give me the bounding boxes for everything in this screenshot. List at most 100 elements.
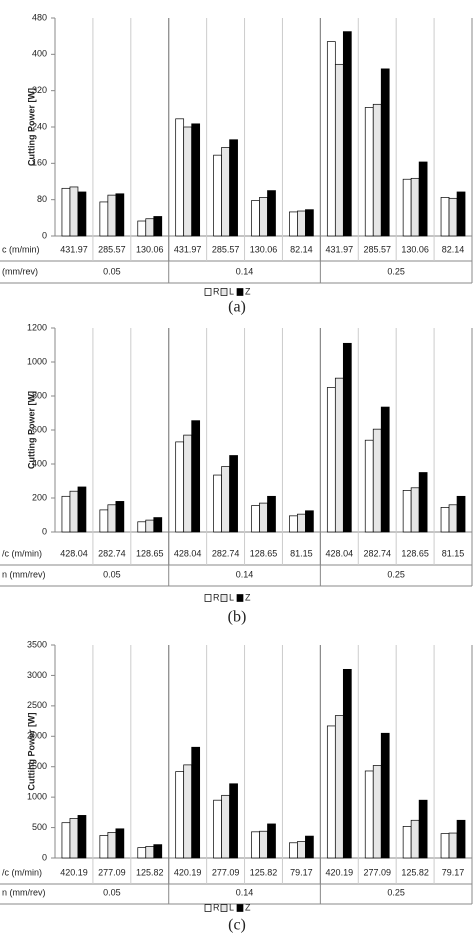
y-tick-label: 200	[32, 492, 47, 502]
y-tick-label: 0	[42, 852, 47, 862]
bar	[372, 428, 382, 533]
y-tick-label: 500	[32, 822, 47, 832]
bar	[191, 420, 201, 533]
bar	[448, 504, 458, 533]
x-tick-label: 428.04	[174, 548, 202, 558]
bar	[364, 107, 374, 237]
bar	[153, 517, 163, 533]
x-tick-label: 125.82	[136, 867, 164, 877]
bar	[153, 844, 163, 859]
x-tick-label: 82.14	[442, 244, 465, 254]
bar	[402, 178, 412, 237]
bar	[99, 509, 109, 533]
bar	[342, 668, 352, 859]
bar	[251, 200, 260, 237]
bar	[267, 823, 276, 859]
bar	[267, 190, 276, 237]
bar	[61, 495, 71, 533]
bar	[251, 505, 260, 533]
legend-label: Z	[245, 592, 251, 602]
bar	[69, 490, 79, 533]
bar	[115, 193, 125, 237]
bar	[137, 521, 147, 533]
group-label: 0.14	[236, 266, 254, 276]
group-label: 0.14	[236, 569, 254, 579]
y-tick-label: 3500	[27, 639, 47, 649]
bar	[107, 832, 117, 859]
bar	[372, 103, 382, 237]
bar	[229, 455, 238, 533]
caption: (c)	[228, 917, 246, 934]
bar	[221, 466, 230, 533]
bar	[289, 211, 298, 237]
bar	[326, 41, 336, 237]
row-label: /c (m/min)	[2, 867, 42, 877]
y-tick-label: 2500	[27, 700, 47, 710]
bar	[183, 126, 193, 237]
x-tick-label: 428.04	[326, 548, 354, 558]
bar	[145, 846, 155, 859]
y-tick-label: 480	[32, 12, 47, 22]
bar	[191, 123, 201, 237]
bar	[342, 31, 352, 237]
bar	[107, 194, 117, 237]
row-label: n (mm/rev)	[2, 569, 46, 579]
caption: (a)	[228, 299, 246, 316]
x-tick-label: 282.74	[212, 548, 240, 558]
bar	[402, 826, 412, 859]
row-label: c (m/min)	[2, 244, 40, 254]
bar	[418, 472, 428, 533]
bar	[61, 822, 71, 859]
legend-swatch	[204, 594, 212, 602]
bar	[267, 495, 276, 533]
legend-label: R	[213, 286, 220, 296]
bar	[183, 764, 193, 859]
bar	[251, 831, 260, 859]
bar	[380, 732, 390, 859]
group-label: 0.05	[103, 266, 121, 276]
bar	[418, 799, 428, 859]
bar	[153, 216, 163, 237]
legend-swatch	[236, 904, 244, 912]
y-tick-label: 800	[32, 390, 47, 400]
bar	[259, 502, 268, 533]
x-tick-label: 431.97	[326, 244, 354, 254]
x-tick-label: 285.57	[363, 244, 391, 254]
group-label: 0.25	[387, 266, 405, 276]
bar	[410, 177, 420, 237]
group-label: 0.25	[387, 569, 405, 579]
bar	[372, 765, 382, 859]
y-tick-label: 0	[42, 526, 47, 536]
bar	[229, 139, 238, 237]
bar	[334, 377, 344, 533]
bar	[410, 487, 420, 533]
y-tick-label: 400	[32, 458, 47, 468]
y-tick-label: 600	[32, 424, 47, 434]
y-tick-label: 2000	[27, 731, 47, 741]
y-tick-label: 3000	[27, 670, 47, 680]
bar	[115, 501, 125, 533]
bar	[440, 833, 450, 859]
bar	[364, 439, 374, 533]
bar	[410, 819, 420, 859]
row-label: n (mm/rev)	[2, 887, 46, 897]
x-tick-label: 285.57	[98, 244, 126, 254]
bar	[61, 187, 71, 237]
group-label: 0.25	[387, 887, 405, 897]
x-tick-label: 81.15	[290, 548, 313, 558]
x-tick-label: 130.06	[136, 244, 164, 254]
x-tick-label: 420.19	[174, 867, 202, 877]
legend-label: Z	[245, 286, 251, 296]
x-tick-label: 285.57	[212, 244, 240, 254]
bar	[289, 842, 298, 859]
x-tick-label: 79.17	[290, 867, 313, 877]
y-axis-title: Cutting Power [W]	[26, 391, 36, 469]
legend-swatch	[204, 288, 212, 296]
y-tick-label: 80	[37, 194, 47, 204]
x-tick-label: 428.04	[60, 548, 88, 558]
bar	[380, 68, 390, 237]
x-tick-label: 431.97	[60, 244, 88, 254]
bar	[213, 799, 222, 859]
x-tick-label: 420.19	[60, 867, 88, 877]
bar	[183, 434, 193, 533]
